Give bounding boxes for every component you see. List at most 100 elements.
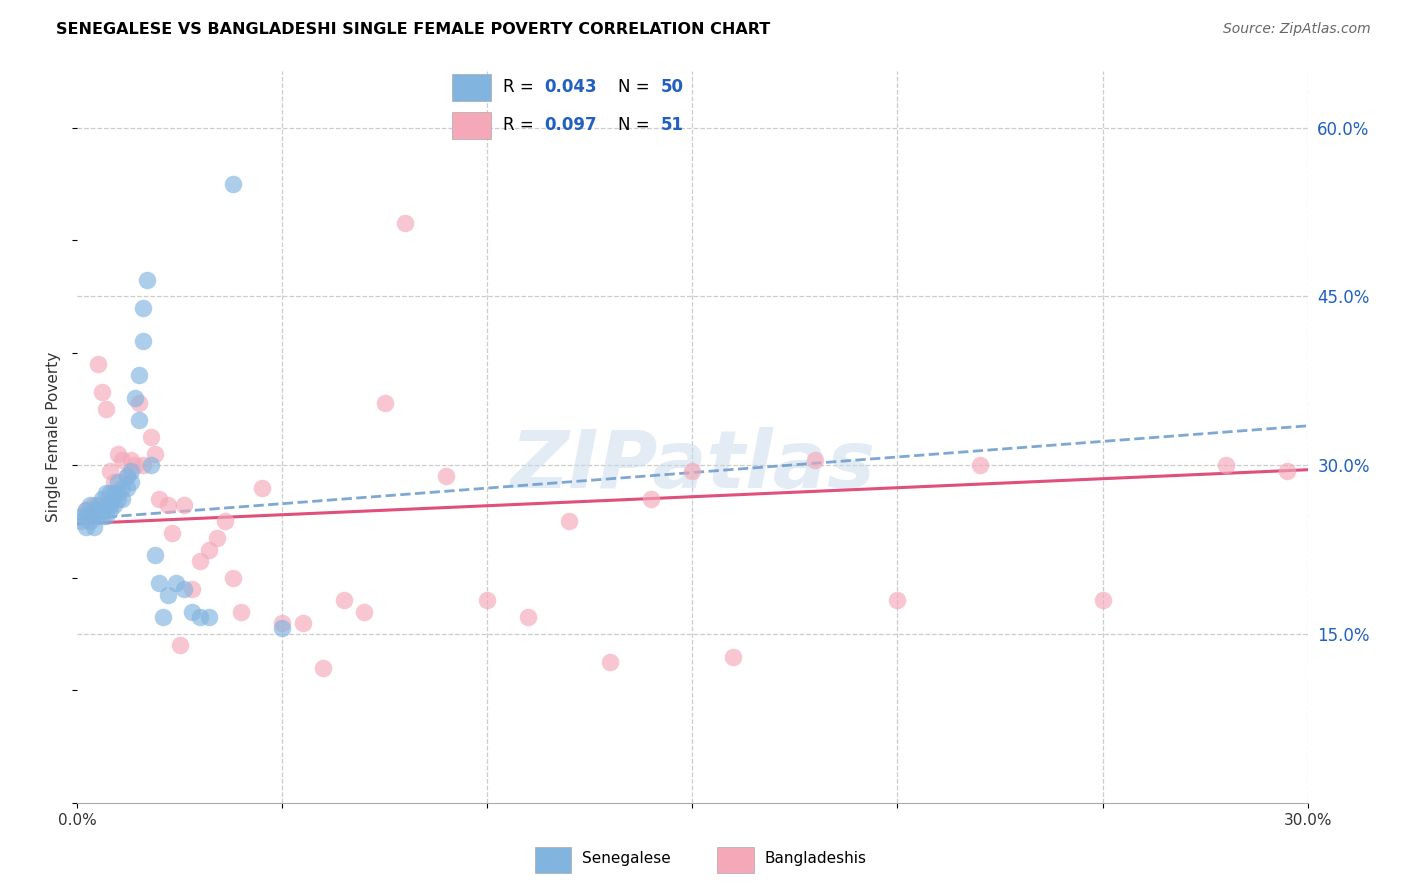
Point — [141, 458, 163, 473]
Point — [90, 491, 114, 506]
Point — [148, 491, 170, 506]
Point — [165, 576, 187, 591]
Point — [333, 593, 356, 607]
Point — [124, 458, 146, 473]
Point — [75, 503, 97, 517]
Point — [75, 503, 97, 517]
Text: N =: N = — [619, 78, 655, 96]
Point — [111, 452, 134, 467]
Point — [90, 385, 114, 400]
Text: 0.097: 0.097 — [544, 116, 596, 134]
Point — [271, 615, 294, 630]
Point — [132, 334, 155, 349]
Point — [1091, 593, 1114, 607]
Point — [156, 588, 179, 602]
Point — [231, 605, 253, 619]
Text: SENEGALESE VS BANGLADESHI SINGLE FEMALE POVERTY CORRELATION CHART: SENEGALESE VS BANGLADESHI SINGLE FEMALE … — [56, 22, 770, 37]
Point — [181, 605, 204, 619]
Point — [723, 649, 745, 664]
Point — [143, 548, 166, 562]
Point — [312, 661, 335, 675]
Bar — [451, 112, 491, 139]
Point — [969, 458, 991, 473]
Point — [79, 498, 101, 512]
Point — [394, 216, 416, 230]
Point — [1275, 464, 1298, 478]
Point — [682, 464, 704, 478]
Point — [103, 498, 125, 512]
Point — [640, 491, 662, 506]
Point — [197, 542, 219, 557]
Point — [94, 401, 117, 416]
Point — [115, 481, 138, 495]
Text: ZIPatlas: ZIPatlas — [510, 427, 875, 506]
Point — [87, 508, 110, 523]
Bar — [451, 74, 491, 102]
Point — [197, 610, 219, 624]
Point — [132, 301, 155, 315]
Point — [517, 610, 540, 624]
Text: 51: 51 — [661, 116, 683, 134]
Point — [94, 508, 117, 523]
Point — [128, 413, 150, 427]
Point — [115, 469, 138, 483]
Point — [214, 515, 236, 529]
Point — [222, 177, 245, 191]
Point — [132, 458, 155, 473]
Point — [98, 464, 121, 478]
Point — [107, 475, 129, 489]
Point — [804, 452, 827, 467]
Point — [94, 486, 117, 500]
Text: 0.043: 0.043 — [544, 78, 596, 96]
Point — [222, 571, 245, 585]
Point — [188, 554, 212, 568]
Point — [120, 475, 142, 489]
Point — [271, 621, 294, 635]
Point — [353, 605, 375, 619]
Point — [70, 515, 93, 529]
Text: Source: ZipAtlas.com: Source: ZipAtlas.com — [1223, 22, 1371, 37]
Point — [70, 508, 93, 523]
Text: R =: R = — [503, 78, 540, 96]
Bar — [534, 847, 571, 872]
Point — [98, 503, 121, 517]
Point — [886, 593, 908, 607]
Point — [111, 481, 134, 495]
Point — [107, 491, 129, 506]
Text: 50: 50 — [661, 78, 683, 96]
Point — [79, 515, 101, 529]
Point — [181, 582, 204, 596]
Point — [103, 475, 125, 489]
Point — [75, 508, 97, 523]
Point — [188, 610, 212, 624]
Point — [291, 615, 314, 630]
Point — [173, 498, 195, 512]
Point — [94, 498, 117, 512]
Point — [120, 452, 142, 467]
Text: N =: N = — [619, 116, 655, 134]
Point — [374, 396, 396, 410]
Point — [599, 655, 621, 669]
Point — [205, 532, 228, 546]
Point — [173, 582, 195, 596]
Point — [477, 593, 499, 607]
Point — [90, 503, 114, 517]
Point — [1215, 458, 1237, 473]
Text: Bangladeshis: Bangladeshis — [765, 851, 868, 866]
Point — [436, 469, 458, 483]
Point — [83, 498, 105, 512]
Point — [128, 368, 150, 383]
Point — [107, 447, 129, 461]
Point — [143, 447, 166, 461]
Point — [87, 503, 110, 517]
Point — [87, 357, 110, 371]
Point — [136, 272, 159, 286]
Point — [120, 464, 142, 478]
Point — [98, 486, 121, 500]
Point — [152, 610, 174, 624]
Point — [169, 638, 191, 652]
Point — [111, 491, 134, 506]
Y-axis label: Single Female Poverty: Single Female Poverty — [46, 352, 62, 522]
Text: R =: R = — [503, 116, 540, 134]
Point — [83, 520, 105, 534]
